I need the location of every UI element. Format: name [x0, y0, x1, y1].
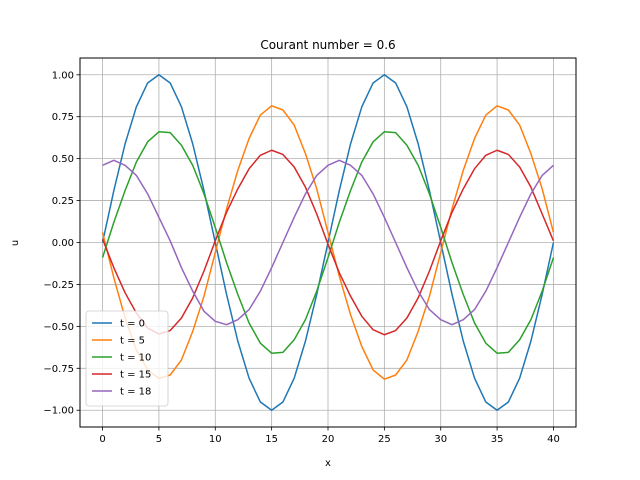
legend-label: t = 18 — [120, 387, 151, 398]
series-lines — [101, 74, 555, 411]
x-axis-ticks: 0 5 10 15 20 25 30 35 40 — [99, 427, 560, 445]
y-tick-label: 0.75 — [52, 112, 74, 123]
y-tick-label: −0.25 — [43, 280, 74, 291]
y-tick-label: 0.50 — [52, 154, 74, 165]
x-tick-label: 5 — [156, 434, 162, 445]
y-tick-label: −0.75 — [43, 364, 74, 375]
x-tick-label: 40 — [547, 434, 560, 445]
y-tick-label: −0.50 — [43, 322, 74, 333]
legend: t = 0 t = 5 t = 10 t = 15 t = 18 — [85, 310, 169, 407]
x-tick-label: 25 — [378, 434, 391, 445]
y-tick-label: 0.25 — [52, 196, 74, 207]
x-axis-label: x — [325, 458, 331, 469]
x-tick-label: 30 — [434, 434, 447, 445]
x-tick-label: 35 — [491, 434, 504, 445]
series-line-1 — [101, 105, 555, 380]
x-tick-label: 0 — [99, 434, 105, 445]
y-tick-label: 0.00 — [52, 238, 74, 249]
series-line-2 — [101, 131, 555, 354]
legend-label: t = 0 — [120, 319, 145, 330]
y-axis-label: u — [10, 240, 21, 246]
series-line-4 — [102, 159, 554, 326]
x-tick-label: 20 — [322, 434, 335, 445]
y-tick-label: −1.00 — [43, 406, 74, 417]
legend-label: t = 15 — [120, 370, 151, 381]
legend-box — [85, 310, 169, 407]
x-tick-label: 10 — [209, 434, 222, 445]
legend-label: t = 5 — [120, 336, 145, 347]
y-axis-ticks: −1.00 −0.75 −0.50 −0.25 0.00 0.25 0.50 0.75 1.00 — [43, 70, 80, 417]
y-tick-label: 1.00 — [52, 70, 74, 81]
series-line-3 — [101, 149, 555, 336]
chart-title: Courant number = 0.6 — [260, 38, 395, 52]
legend-label: t = 10 — [120, 353, 151, 364]
x-tick-label: 15 — [265, 434, 278, 445]
